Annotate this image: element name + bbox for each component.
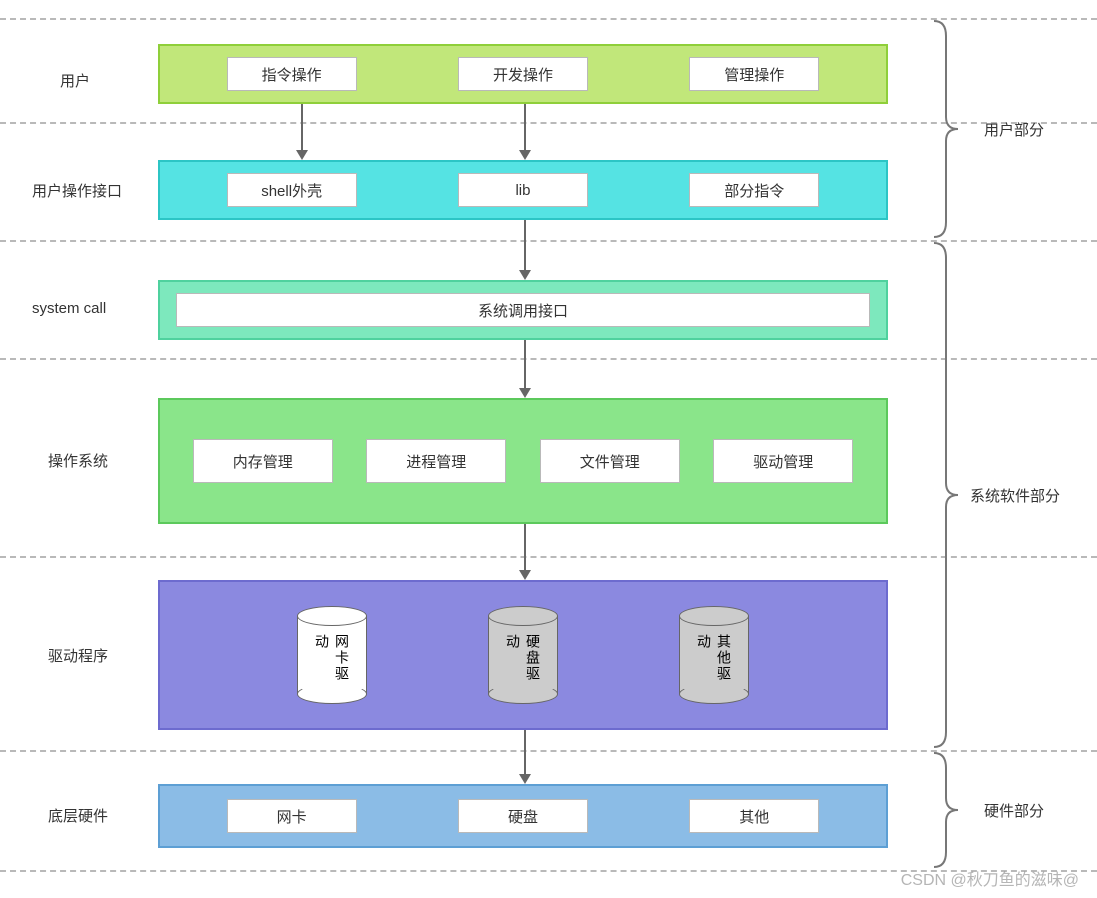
cell: 文件管理 <box>540 439 680 483</box>
cell: 网卡 <box>227 799 357 833</box>
cell: 部分指令 <box>689 173 819 207</box>
brace-label: 系统软件部分 <box>970 485 1060 506</box>
brace-label: 用户部分 <box>984 119 1044 140</box>
cell: 进程管理 <box>366 439 506 483</box>
layer-label-os: 操作系统 <box>48 450 108 471</box>
cylinder-label: 网卡驱动 <box>297 634 367 692</box>
layer-label-hardware: 底层硬件 <box>48 805 108 826</box>
brace <box>932 240 960 750</box>
layer-box-os: 内存管理进程管理文件管理驱动管理 <box>158 398 888 524</box>
cell: 驱动管理 <box>713 439 853 483</box>
cell: 其他 <box>689 799 819 833</box>
cell: 硬盘 <box>458 799 588 833</box>
layer-box-syscall: 系统调用接口 <box>158 280 888 340</box>
layer-label-driver: 驱动程序 <box>48 645 108 666</box>
cylinder: 网卡驱动 <box>297 606 367 704</box>
cylinder: 其他驱动 <box>679 606 749 704</box>
system-architecture-diagram: 用户 指令操作 开发操作 管理操作用户操作接口 shell外壳 lib 部分指令 system… <box>0 0 1097 898</box>
brace <box>932 18 960 240</box>
layer-box-driver: 网卡驱动 硬盘驱动 其他驱动 <box>158 580 888 730</box>
layer-label-user: 用户 <box>60 70 90 91</box>
cell: lib <box>458 173 588 207</box>
layer-label-syscall: system call <box>32 300 106 317</box>
cell: 管理操作 <box>689 57 819 91</box>
cell: 内存管理 <box>193 439 333 483</box>
layer-box-user-interface: shell外壳 lib 部分指令 <box>158 160 888 220</box>
layer-label-user-interface: 用户操作接口 <box>32 180 122 201</box>
cylinder-label: 硬盘驱动 <box>488 634 558 692</box>
brace-label: 硬件部分 <box>984 800 1044 821</box>
cell: 指令操作 <box>227 57 357 91</box>
cylinder: 硬盘驱动 <box>488 606 558 704</box>
cylinder-label: 其他驱动 <box>679 634 749 692</box>
cell: 开发操作 <box>458 57 588 91</box>
cell: shell外壳 <box>227 173 357 207</box>
cell: 系统调用接口 <box>176 293 870 327</box>
brace <box>932 750 960 870</box>
layer-box-user: 指令操作 开发操作 管理操作 <box>158 44 888 104</box>
layer-box-hardware: 网卡 硬盘 其他 <box>158 784 888 848</box>
watermark: CSDN @秋刀鱼的滋味@ <box>901 866 1079 890</box>
